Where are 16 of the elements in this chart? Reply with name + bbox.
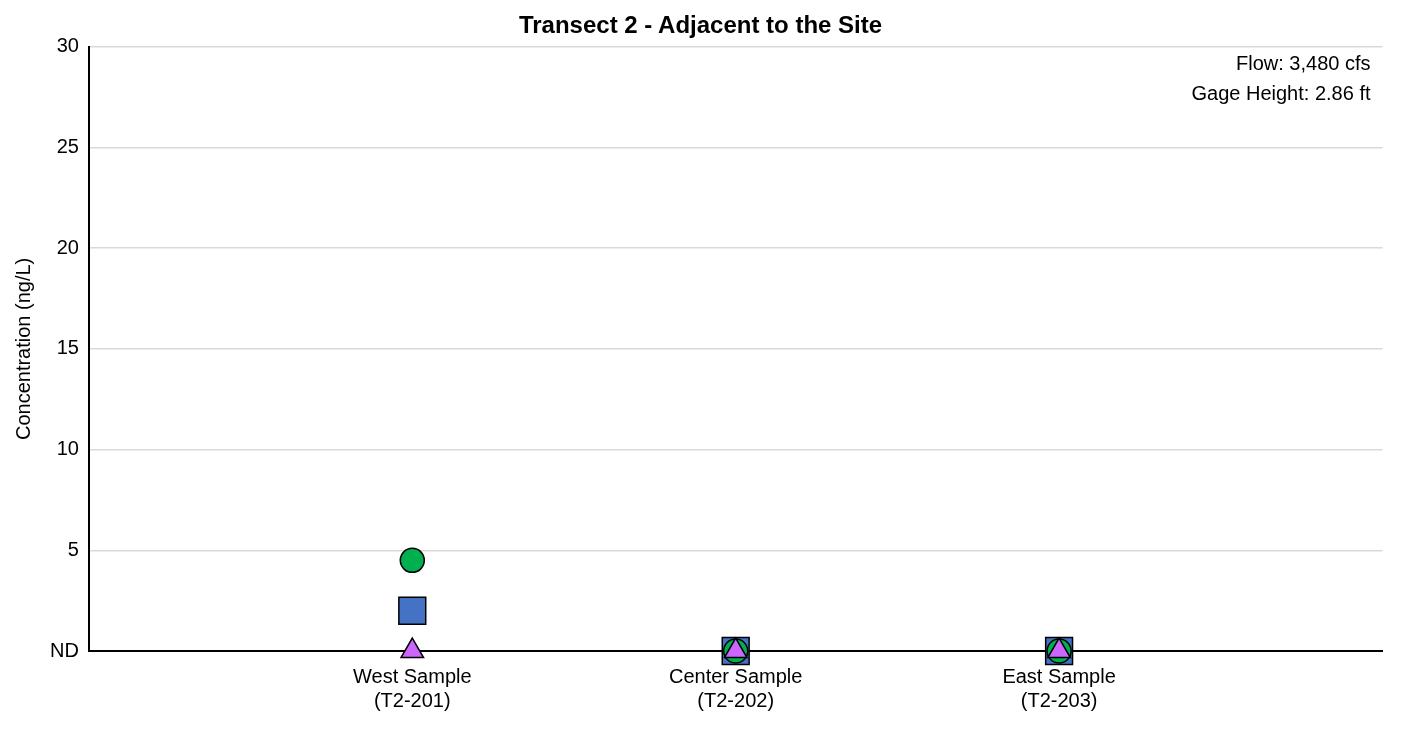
y-tick-label: 20 [56, 235, 79, 258]
y-tick-label: 15 [56, 336, 79, 359]
y-tick-label: 10 [56, 437, 79, 460]
y-tick-label: ND [50, 638, 79, 661]
chart-title: Transect 2 - Adjacent to the Site [518, 11, 883, 39]
x-tick-label: East Sample (T2-203) [1002, 664, 1116, 711]
point [398, 596, 427, 625]
point [399, 547, 426, 574]
x-tick-label: Center Sample (T2-202) [668, 664, 803, 711]
x-tick-label: West Sample (T2-201) [353, 664, 472, 711]
y-axis-title: Concentration (ng/L) [11, 257, 34, 441]
y-tick-label: 5 [67, 537, 79, 560]
annotation: Gage Height: 2.86 ft [1191, 82, 1371, 105]
y-tick-label: 25 [56, 135, 79, 158]
annotation: Flow: 3,480 cfs [1235, 52, 1371, 75]
y-tick-label: 30 [56, 34, 79, 57]
